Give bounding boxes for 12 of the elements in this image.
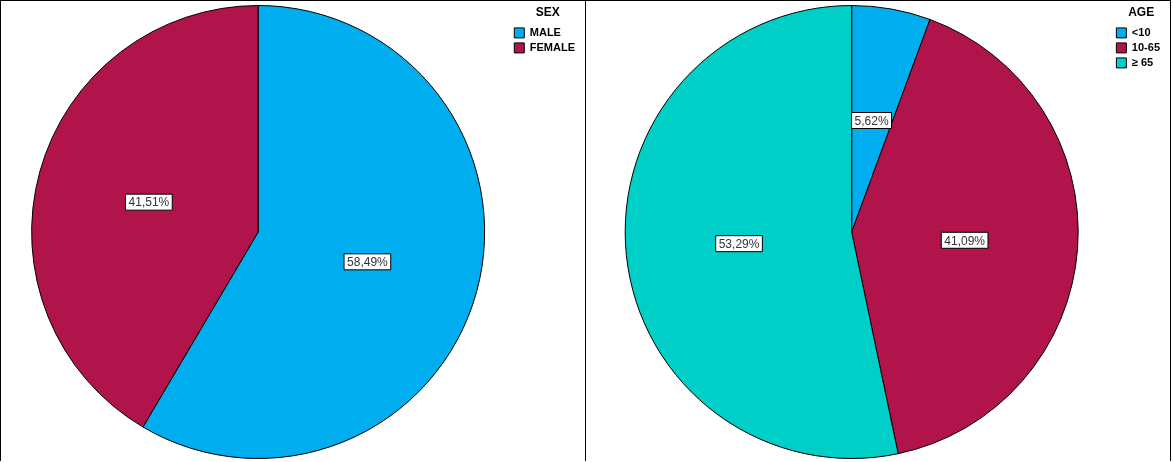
legend-label: <10 (1131, 25, 1151, 38)
legend-label: FEMALE (529, 40, 576, 53)
legend-label: MALE (529, 25, 561, 38)
data-label: 5,62% (854, 113, 889, 128)
data-label: 41,09% (944, 233, 986, 248)
legend-title: AGE (1128, 5, 1155, 20)
data-label: 41,51% (128, 195, 170, 210)
data-label: 53,29% (718, 237, 760, 251)
legend-label: ≥ 65 (1131, 55, 1154, 68)
data-label: 58,49% (347, 255, 389, 270)
legend-title: SEX (535, 5, 560, 20)
legend-label: 10-65 (1131, 40, 1161, 53)
